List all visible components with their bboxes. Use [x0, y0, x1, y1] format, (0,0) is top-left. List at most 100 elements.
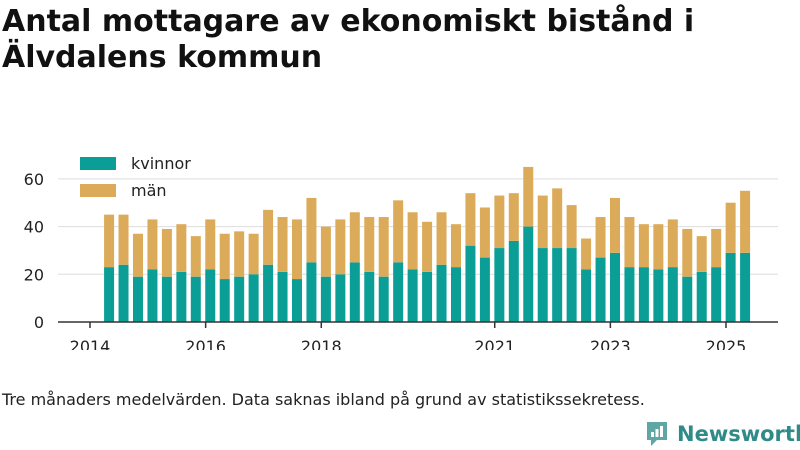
chart-title: Antal mottagare av ekonomiskt bistånd i … [2, 4, 695, 75]
bar-man [190, 236, 201, 277]
bar-man [364, 217, 375, 272]
bar-man [436, 212, 447, 265]
bar-kvinnor [682, 276, 693, 322]
bar-man [581, 238, 592, 270]
bar-man [667, 219, 678, 268]
bar-kvinnor [422, 271, 433, 322]
bar-man [378, 217, 389, 277]
bar-man [653, 224, 664, 270]
bar-man [537, 195, 548, 249]
bar-kvinnor [566, 248, 577, 322]
y-axis: 0 20 40 60 [24, 170, 44, 332]
bar-kvinnor [364, 271, 375, 322]
bar-man [320, 226, 331, 277]
bar-man [494, 195, 505, 249]
bar-kvinnor [667, 267, 678, 322]
bar-man [205, 219, 216, 270]
bar-man [291, 219, 302, 280]
bar-kvinnor [595, 257, 606, 322]
bar-man [595, 217, 606, 258]
bar-man [306, 197, 317, 263]
bar-kvinnor [205, 269, 216, 322]
bar-kvinnor [306, 262, 317, 322]
bar-kvinnor [740, 252, 751, 322]
bar-kvinnor [320, 276, 331, 322]
bar-kvinnor [349, 262, 360, 322]
bar-kvinnor [335, 274, 346, 322]
brand-name: Newsworthy [677, 422, 800, 446]
chart: 0 20 40 60 2014 2016 2018 2021 2023 2025 kvinnor… [24, 154, 778, 350]
bar-kvinnor [624, 267, 635, 322]
bar-kvinnor [291, 279, 302, 322]
x-tick-label: 2018 [301, 337, 342, 350]
bar-man [725, 202, 736, 253]
bars [104, 166, 751, 322]
bar-kvinnor [277, 271, 288, 322]
bar-man [624, 217, 635, 268]
bar-kvinnor [234, 276, 245, 322]
bar-man [638, 224, 649, 268]
x-tick-label: 2014 [70, 337, 111, 350]
y-tick-label: 20 [24, 265, 44, 284]
bar-kvinnor [176, 271, 187, 322]
bar-kvinnor [190, 276, 201, 322]
y-tick-label: 40 [24, 218, 44, 237]
bar-kvinnor [696, 271, 707, 322]
bar-man [465, 193, 476, 246]
bar-man [147, 219, 158, 270]
bar-kvinnor [450, 267, 461, 322]
bar-kvinnor [494, 248, 505, 322]
bar-kvinnor [581, 269, 592, 322]
bar-man [219, 233, 230, 280]
bar-kvinnor [725, 252, 736, 322]
bar-man [682, 228, 693, 277]
bar-kvinnor [147, 269, 158, 322]
bar-man [335, 219, 346, 275]
bar-kvinnor [407, 269, 418, 322]
bar-man [161, 228, 172, 277]
bar-kvinnor [436, 264, 447, 322]
brand-logo: Newsworthy [645, 420, 800, 448]
bar-kvinnor [248, 274, 259, 322]
x-tick-label: 2016 [185, 337, 226, 350]
bar-man [176, 224, 187, 272]
bar-man [450, 224, 461, 268]
legend-label: kvinnor [131, 154, 191, 173]
legend: kvinnor män [80, 154, 191, 200]
bar-kvinnor [118, 264, 129, 322]
bar-kvinnor [552, 248, 563, 322]
bar-man [277, 217, 288, 272]
x-tick-label: 2023 [590, 337, 631, 350]
bar-man [422, 221, 433, 272]
bar-man [104, 214, 115, 268]
bar-kvinnor [104, 267, 115, 322]
footnote: Tre månaders medelvärden. Data saknas ib… [2, 390, 645, 409]
bar-kvinnor [638, 267, 649, 322]
bar-kvinnor [508, 240, 519, 322]
bar-man [393, 200, 404, 263]
bar-kvinnor [393, 262, 404, 322]
bar-kvinnor [219, 279, 230, 322]
newsworthy-logo-icon [647, 422, 667, 446]
bar-man [566, 205, 577, 249]
bar-kvinnor [479, 257, 490, 322]
bar-kvinnor [465, 245, 476, 322]
bar-man [711, 228, 722, 268]
legend-label: män [131, 181, 167, 200]
legend-swatch [80, 157, 116, 170]
bar-man [132, 233, 143, 277]
bar-man [349, 212, 360, 263]
bar-kvinnor [161, 276, 172, 322]
bar-man [248, 233, 259, 275]
bar-man [407, 212, 418, 270]
bar-man [740, 190, 751, 253]
bar-kvinnor [537, 248, 548, 322]
y-tick-label: 0 [34, 313, 44, 332]
bar-man [263, 209, 274, 265]
x-tick-label: 2025 [706, 337, 747, 350]
bar-man [479, 207, 490, 258]
bar-kvinnor [523, 226, 534, 322]
bar-man [609, 197, 620, 253]
bar-kvinnor [609, 252, 620, 322]
bar-man [552, 188, 563, 249]
